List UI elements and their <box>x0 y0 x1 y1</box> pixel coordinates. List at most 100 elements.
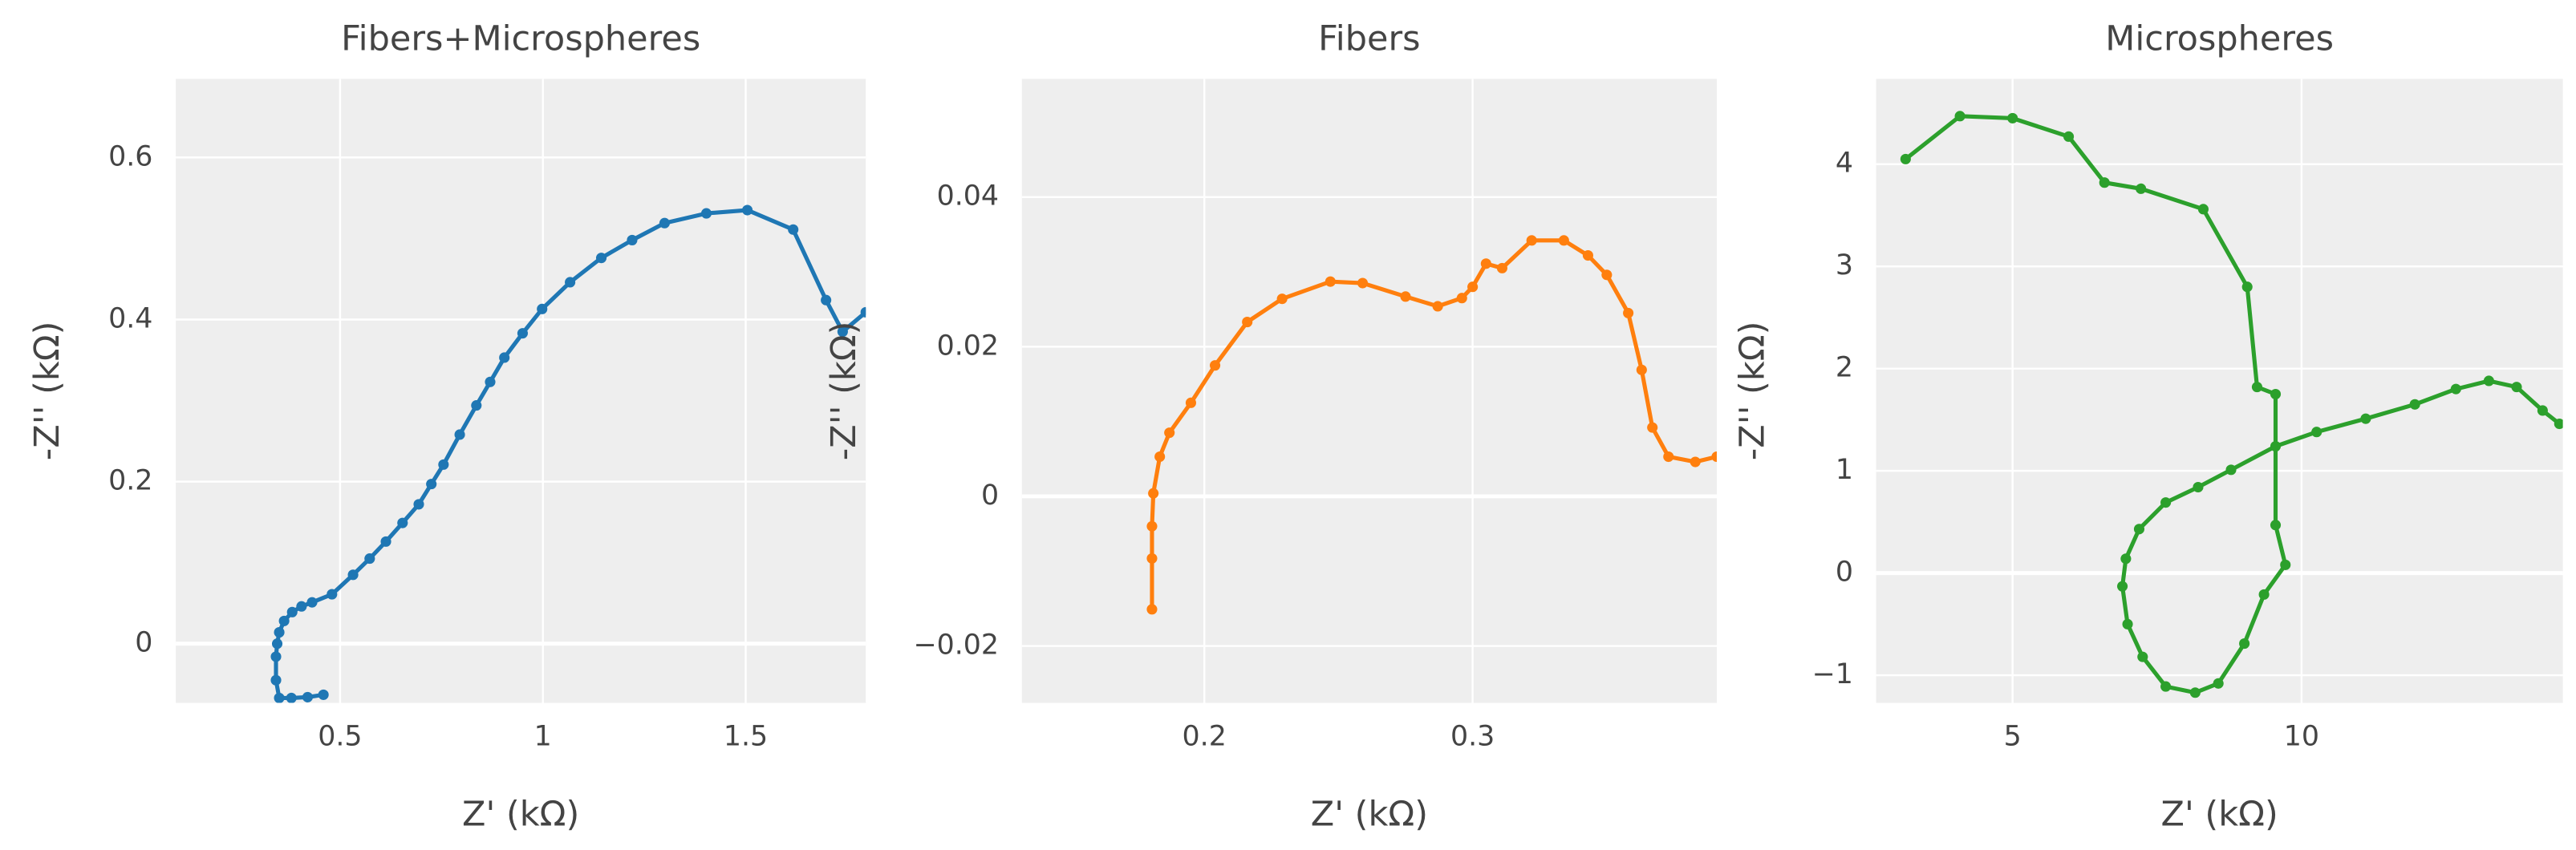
x-tick-label: 0.3 <box>1450 720 1495 752</box>
data-point <box>302 691 314 702</box>
data-point <box>1242 317 1253 328</box>
y-tick-label: 4 <box>1836 148 1853 180</box>
y-axis-title: -Z'' (kΩ) <box>1733 322 1773 461</box>
data-point <box>2136 183 2147 194</box>
data-point <box>537 303 548 314</box>
data-point <box>1146 552 1158 564</box>
y-tick-label: 0.4 <box>108 302 152 334</box>
data-line <box>1150 238 1717 609</box>
data-point <box>2007 112 2018 123</box>
x-tick-label: 1 <box>534 720 552 752</box>
data-point <box>380 536 391 547</box>
subplot-title: Microspheres <box>2105 19 2334 59</box>
data-point <box>2409 399 2420 410</box>
data-point <box>286 606 298 617</box>
x-tick-label: 0.5 <box>318 720 362 752</box>
data-point <box>837 326 848 338</box>
data-point <box>2117 581 2128 592</box>
data-point <box>2241 281 2253 293</box>
data-point <box>1164 427 1175 439</box>
data-point <box>565 277 576 288</box>
data-point <box>2311 427 2322 438</box>
data-point <box>270 674 282 686</box>
data-point <box>2133 524 2145 535</box>
data-point <box>2511 382 2522 393</box>
data-point <box>2160 681 2172 692</box>
data-point <box>1647 422 1658 433</box>
data-point <box>499 352 510 363</box>
data-point <box>1357 277 1369 289</box>
x-axis-title: Z' (kΩ) <box>462 794 579 834</box>
data-point <box>426 479 437 490</box>
data-point <box>438 459 449 470</box>
data-point <box>2270 441 2282 452</box>
data-point <box>413 499 424 510</box>
data-point <box>1954 111 1965 122</box>
data-point <box>274 627 285 638</box>
subplot: 0.5 1 1.5 0 0.2 0.4 0.6 Fibers+Microspheres Z' (… <box>27 19 885 834</box>
data-point <box>471 400 482 411</box>
data-point <box>2537 405 2548 416</box>
data-layer <box>270 204 885 703</box>
data-point <box>2225 464 2237 476</box>
y-tick-label: 1 <box>1836 454 1853 486</box>
data-point <box>1663 451 1674 463</box>
y-tick-label: 0 <box>1836 557 1853 589</box>
data-point <box>2554 418 2563 430</box>
data-point <box>2483 375 2494 387</box>
y-tick-label: 0.04 <box>937 180 999 212</box>
plot-area <box>176 79 866 703</box>
x-axis-title: Z' (kΩ) <box>1311 794 1428 834</box>
data-point <box>1582 249 1593 261</box>
data-point <box>874 281 885 292</box>
data-point <box>659 217 670 229</box>
data-point <box>2270 520 2282 531</box>
data-point <box>1480 258 1491 269</box>
data-point <box>2063 131 2075 142</box>
data-point <box>1690 456 1701 468</box>
data-point <box>2099 177 2110 188</box>
data-point <box>821 294 832 306</box>
data-point <box>1185 397 1197 408</box>
data-point <box>2137 651 2148 662</box>
data-point <box>454 429 465 440</box>
y-tick-label: 3 <box>1836 249 1853 281</box>
data-point <box>627 234 638 245</box>
y-tick-label: 0.6 <box>108 140 152 172</box>
data-point <box>318 689 329 700</box>
y-tick-label: 0 <box>135 627 152 659</box>
data-point <box>1623 307 1634 318</box>
plot-area <box>1021 79 1717 703</box>
data-point <box>347 569 359 581</box>
subplot: 5 10 −1 0 1 2 3 4 Microspheres Z' (kΩ) -Z'' (kΩ) <box>1733 19 2563 834</box>
data-line <box>1904 114 2561 695</box>
data-point <box>485 376 496 387</box>
data-point <box>517 328 528 339</box>
data-point <box>860 306 866 318</box>
data-point <box>1601 269 1613 281</box>
data-point <box>278 615 290 626</box>
data-layer <box>1146 235 1717 615</box>
data-point <box>271 638 283 650</box>
subplot: 0.2 0.3 −0.02 0 0.02 0.04 Fibers Z' (kΩ) -Z'' (k… <box>824 19 1717 834</box>
data-point <box>2160 497 2172 508</box>
data-point <box>1325 276 1336 287</box>
data-point <box>1496 262 1507 273</box>
data-point <box>2360 413 2371 424</box>
x-tick-label: 10 <box>2284 720 2319 752</box>
data-point <box>2450 383 2461 395</box>
data-point <box>2193 481 2204 493</box>
data-point <box>1432 301 1443 312</box>
x-tick-label: 1.5 <box>724 720 768 752</box>
data-point <box>2197 204 2209 215</box>
data-point <box>2189 687 2201 698</box>
subplot-title: Fibers <box>1318 19 1420 59</box>
data-point <box>595 253 607 264</box>
data-point <box>274 692 285 703</box>
data-point <box>306 597 318 608</box>
y-tick-label: −1 <box>1812 658 1853 690</box>
y-tick-label: 0 <box>981 480 999 512</box>
data-point <box>2270 388 2282 400</box>
